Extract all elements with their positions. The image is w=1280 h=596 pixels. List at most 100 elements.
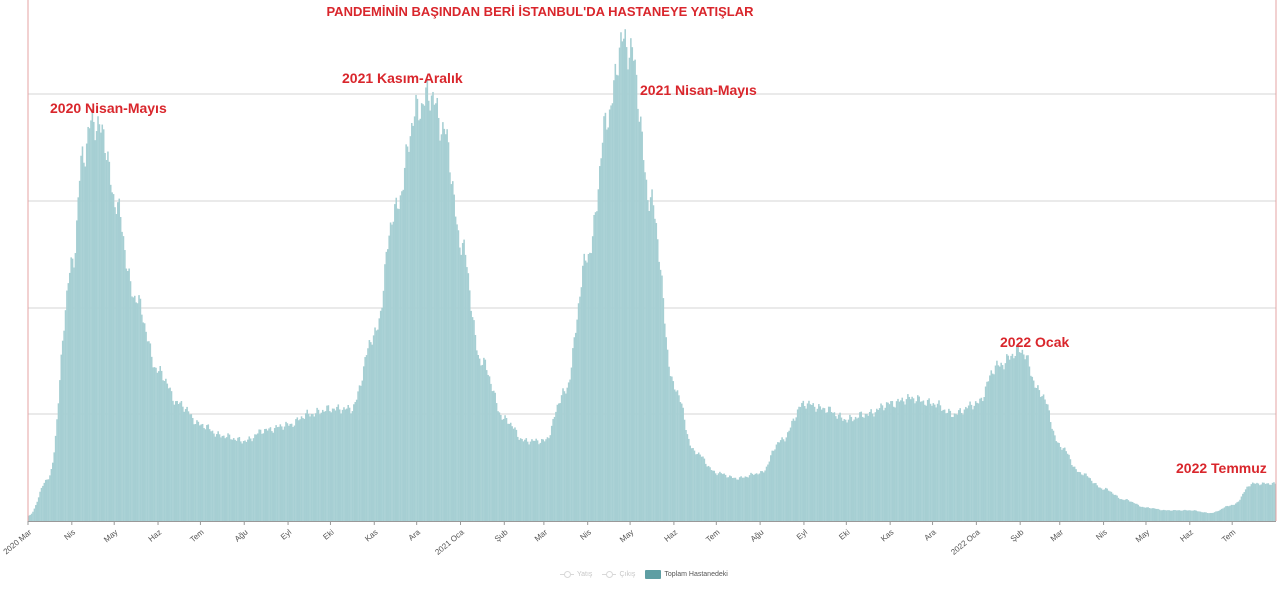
bar: [1086, 476, 1089, 521]
bar: [727, 477, 730, 521]
bar: [765, 466, 768, 521]
bar: [1162, 509, 1165, 521]
bar: [853, 419, 855, 521]
bar: [970, 404, 973, 521]
bar: [989, 375, 991, 521]
bar: [1054, 435, 1056, 521]
bar: [101, 124, 104, 521]
bar: [1018, 352, 1021, 521]
bar: [166, 383, 169, 521]
bar: [870, 409, 872, 521]
legend-item-cikis[interactable]: Çıkış: [602, 570, 635, 578]
legend-item-toplam-hastanedeki[interactable]: Toplam Hastanedeki: [645, 569, 728, 579]
bar: [337, 404, 340, 521]
bar: [289, 423, 292, 521]
bar: [1256, 482, 1258, 521]
bar: [278, 426, 280, 521]
x-tick-label: Tem: [188, 527, 206, 544]
bar: [1232, 504, 1234, 521]
bar: [664, 323, 666, 521]
bar: [1097, 487, 1100, 521]
bar: [340, 413, 342, 521]
bar: [1137, 504, 1140, 521]
bar: [252, 438, 255, 521]
bar: [634, 59, 636, 521]
bar: [61, 340, 64, 521]
bar: [963, 409, 966, 521]
bar: [305, 413, 307, 521]
bar: [280, 426, 283, 521]
bar: [915, 401, 918, 521]
bar: [601, 142, 604, 522]
bar: [1044, 399, 1046, 521]
bar: [199, 425, 201, 521]
bar: [235, 440, 238, 521]
bar: [67, 283, 70, 521]
bar: [815, 411, 817, 521]
bar: [678, 395, 680, 521]
bar: [476, 350, 478, 521]
bar: [269, 427, 272, 521]
bar: [1117, 497, 1120, 521]
bar: [573, 337, 576, 521]
bar: [370, 342, 372, 521]
bar: [401, 191, 403, 522]
bar: [957, 410, 960, 521]
bar: [273, 428, 276, 521]
bar: [211, 430, 214, 521]
bar: [213, 433, 215, 521]
bar: [30, 513, 33, 521]
bar: [925, 405, 928, 521]
bar: [827, 406, 830, 521]
bar: [1089, 478, 1091, 521]
bar: [1218, 510, 1220, 521]
bar: [689, 445, 691, 521]
bar: [545, 439, 547, 521]
bar: [673, 389, 676, 521]
bar: [439, 140, 441, 522]
bar: [1194, 510, 1196, 521]
bar: [1039, 396, 1042, 521]
bar: [329, 411, 331, 521]
bar: [104, 153, 106, 521]
bar: [391, 224, 393, 521]
legend-item-yatis[interactable]: Yatış: [560, 570, 592, 578]
bar: [1092, 483, 1094, 521]
bar: [582, 265, 584, 521]
bar: [473, 320, 475, 521]
bar: [262, 433, 265, 521]
bar: [392, 221, 395, 521]
bar: [1080, 474, 1083, 521]
bar: [1161, 510, 1164, 521]
bar: [1085, 473, 1087, 521]
bar: [247, 439, 249, 521]
bar: [716, 475, 718, 521]
bar: [721, 474, 724, 521]
bar: [1151, 508, 1154, 521]
bar: [1143, 507, 1145, 521]
bar: [550, 425, 553, 521]
bar: [172, 400, 174, 521]
bar: [977, 403, 980, 521]
bar: [60, 354, 63, 521]
bar: [587, 254, 590, 522]
bar: [314, 413, 317, 521]
bar: [806, 403, 809, 521]
bar: [320, 412, 323, 521]
bar: [607, 127, 610, 522]
bar: [525, 438, 528, 521]
bar: [1106, 488, 1108, 521]
bar: [813, 406, 816, 521]
bar: [444, 134, 447, 521]
bar: [425, 87, 427, 521]
bar: [929, 403, 932, 521]
bar: [423, 105, 426, 522]
bar: [764, 470, 766, 521]
bar: [136, 303, 139, 521]
bar: [542, 439, 545, 521]
x-tick-label: Haz: [1178, 528, 1195, 544]
bar: [1011, 353, 1014, 521]
bar: [987, 381, 990, 521]
bar: [97, 116, 99, 521]
bar: [984, 386, 987, 521]
